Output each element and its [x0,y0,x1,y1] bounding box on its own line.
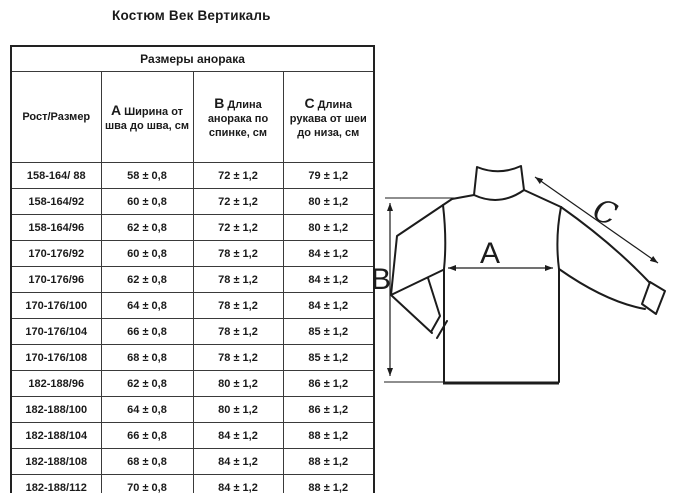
col-header-length: В Длина анорака по спинке, см [192,71,284,163]
cell-width: 64 ± 0,8 [100,292,194,319]
table-caption: Размеры анорака [10,45,375,72]
cell-length: 72 ± 1,2 [192,214,284,241]
col-header-sleeve: С Длина рукава от шеи до низа, см [282,71,375,163]
cell-sleeve: 84 ± 1,2 [282,266,375,293]
cell-width: 70 ± 0,8 [100,474,194,493]
cell-sleeve: 80 ± 1,2 [282,214,375,241]
cell-sleeve: 84 ± 1,2 [282,240,375,267]
col-label: Рост/Размер [22,110,91,123]
col-header-size: Рост/Размер [10,71,102,163]
cell-length: 78 ± 1,2 [192,240,284,267]
col-letter-b: В [214,94,225,111]
cell-width: 60 ± 0,8 [100,188,194,215]
row-size: 170-176/92 [10,240,102,267]
table-row: 158-164/ 88 58 ± 0,8 72 ± 1,2 79 ± 1,2 [10,162,375,189]
cell-width: 66 ± 0,8 [100,422,194,449]
col-label: Длина рукава от шеи до низа, см [289,98,367,140]
cell-width: 66 ± 0,8 [100,318,194,345]
cell-length: 80 ± 1,2 [192,370,284,397]
table-row: 182-188/100 64 ± 0,8 80 ± 1,2 86 ± 1,2 [10,396,375,423]
cell-length: 78 ± 1,2 [192,292,284,319]
row-size: 182-188/108 [10,448,102,475]
cell-length: 78 ± 1,2 [192,344,284,371]
row-size: 170-176/104 [10,318,102,345]
row-size: 158-164/96 [10,214,102,241]
body-outline [442,204,562,383]
cell-width: 64 ± 0,8 [100,396,194,423]
cell-width: 68 ± 0,8 [100,448,194,475]
right-cuff [641,281,666,315]
sleeve-dimension-line [534,176,659,264]
table-row: 182-188/96 62 ± 0,8 80 ± 1,2 86 ± 1,2 [10,370,375,397]
cell-length: 72 ± 1,2 [192,162,284,189]
table-row: 170-176/104 66 ± 0,8 78 ± 1,2 85 ± 1,2 [10,318,375,345]
cell-sleeve: 85 ± 1,2 [282,318,375,345]
cell-width: 62 ± 0,8 [100,214,194,241]
col-header-width: А Ширина от шва до шва, см [100,71,194,163]
col-label: Ширина от шва до шва, см [105,105,189,132]
dimension-label-c: C [589,193,622,233]
col-letter-a: А [110,101,122,118]
cell-sleeve: 88 ± 1,2 [282,448,375,475]
table-row: 170-176/96 62 ± 0,8 78 ± 1,2 84 ± 1,2 [10,266,375,293]
table-row: 170-176/108 68 ± 0,8 78 ± 1,2 85 ± 1,2 [10,344,375,371]
row-size: 182-188/104 [10,422,102,449]
table-row: 182-188/112 70 ± 0,8 84 ± 1,2 88 ± 1,2 [10,474,375,493]
cell-sleeve: 86 ± 1,2 [282,370,375,397]
cell-sleeve: 79 ± 1,2 [282,162,375,189]
row-size: 182-188/100 [10,396,102,423]
cell-width: 68 ± 0,8 [100,344,194,371]
cell-length: 84 ± 1,2 [192,474,284,493]
col-letter-c: С [304,94,315,111]
cell-width: 62 ± 0,8 [100,266,194,293]
dimension-label-b: B [371,263,391,296]
cell-length: 84 ± 1,2 [192,448,284,475]
table-row: 170-176/92 60 ± 0,8 78 ± 1,2 84 ± 1,2 [10,240,375,267]
cell-sleeve: 80 ± 1,2 [282,188,375,215]
cell-sleeve: 86 ± 1,2 [282,396,375,423]
dimension-label-a: A [480,237,500,270]
row-size: 158-164/ 88 [10,162,102,189]
cell-length: 78 ± 1,2 [192,318,284,345]
anorak-diagram: A B C [371,165,666,385]
cell-length: 72 ± 1,2 [192,188,284,215]
row-size: 170-176/108 [10,344,102,371]
collar-outline [473,165,525,201]
table-row: 158-164/92 60 ± 0,8 72 ± 1,2 80 ± 1,2 [10,188,375,215]
table-row: 158-164/96 62 ± 0,8 72 ± 1,2 80 ± 1,2 [10,214,375,241]
right-shoulder-seam [523,189,562,208]
left-sleeve-outline [390,198,453,339]
size-table: Размеры анорака Рост/Размер А Ширина от ш… [10,45,376,493]
cell-sleeve: 88 ± 1,2 [282,474,375,493]
row-size: 158-164/92 [10,188,102,215]
cell-width: 58 ± 0,8 [100,162,194,189]
cell-width: 62 ± 0,8 [100,370,194,397]
cell-sleeve: 84 ± 1,2 [282,292,375,319]
cell-sleeve: 88 ± 1,2 [282,422,375,449]
cell-length: 78 ± 1,2 [192,266,284,293]
row-size: 182-188/112 [10,474,102,493]
table-row: 170-176/100 64 ± 0,8 78 ± 1,2 84 ± 1,2 [10,292,375,319]
col-label: Длина анорака по спинке, см [207,98,269,140]
cell-sleeve: 85 ± 1,2 [282,344,375,371]
row-size: 170-176/96 [10,266,102,293]
page-title: Костюм Век Вертикаль [112,8,271,23]
cell-length: 80 ± 1,2 [192,396,284,423]
cell-width: 60 ± 0,8 [100,240,194,267]
row-size: 182-188/96 [10,370,102,397]
table-caption-row: Размеры анорака [10,45,375,72]
table-row: 182-188/108 68 ± 0,8 84 ± 1,2 88 ± 1,2 [10,448,375,475]
row-size: 170-176/100 [10,292,102,319]
cell-length: 84 ± 1,2 [192,422,284,449]
table-row: 182-188/104 66 ± 0,8 84 ± 1,2 88 ± 1,2 [10,422,375,449]
